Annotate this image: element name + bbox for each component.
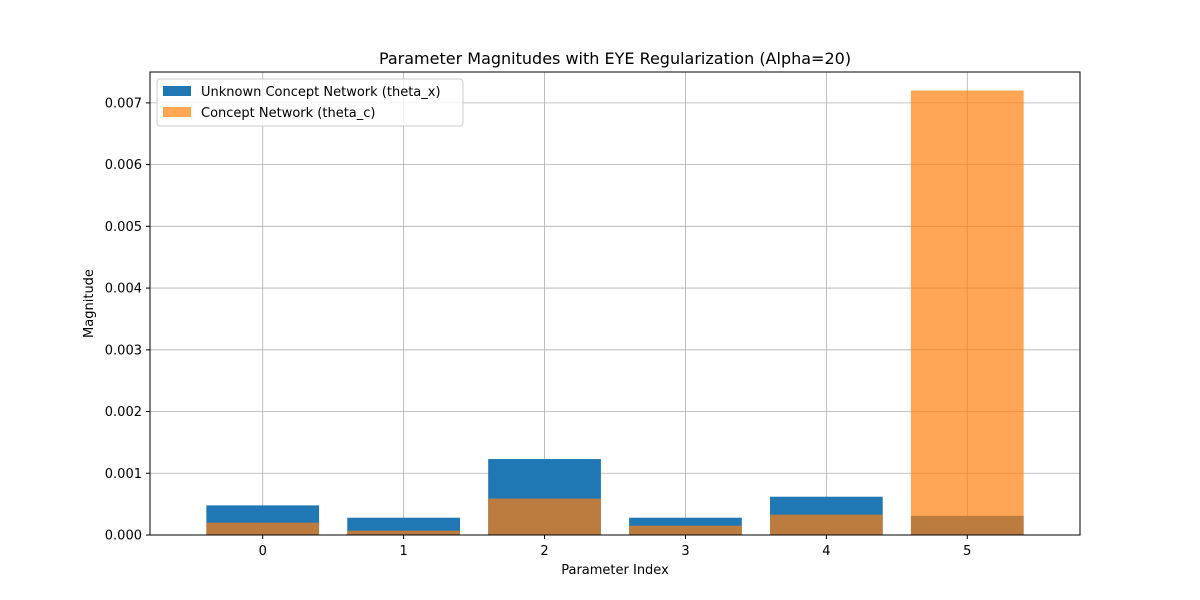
bar-series-1-index-5: [910, 90, 1024, 536]
x-axis-label: Parameter Index: [561, 563, 669, 578]
x-tick-label: 3: [681, 544, 689, 559]
legend-label-0: Unknown Concept Network (theta_x): [201, 85, 441, 100]
y-axis-label: Magnitude: [82, 269, 97, 338]
y-tick-label: 0.000: [105, 529, 142, 544]
x-tick-label: 2: [540, 544, 548, 559]
legend-swatch-0: [163, 86, 191, 96]
x-tick-label: 0: [259, 544, 267, 559]
legend-label-1: Concept Network (theta_c): [201, 106, 376, 121]
legend: Unknown Concept Network (theta_x) Concept…: [156, 78, 464, 127]
bar-series-1-index-4: [770, 514, 883, 535]
bar-series-1-index-2: [488, 498, 601, 535]
y-tick-label: 0.006: [105, 158, 142, 173]
bar-series-1-index-1: [347, 530, 460, 535]
chart-title: Parameter Magnitudes with EYE Regulariza…: [379, 49, 851, 68]
y-tick-label: 0.002: [105, 405, 142, 420]
y-tick-label: 0.007: [105, 96, 142, 111]
bar-series-1-index-3: [629, 525, 742, 535]
x-tick-label: 5: [963, 544, 971, 559]
bars: [206, 90, 1024, 536]
y-tick-label: 0.005: [105, 220, 142, 235]
bar-series-1-index-0: [206, 522, 320, 535]
y-tick-label: 0.001: [105, 467, 142, 482]
legend-frame: [156, 78, 464, 127]
x-tick-label: 4: [822, 544, 830, 559]
x-tick-label: 1: [399, 544, 407, 559]
y-tick-label: 0.004: [105, 282, 142, 297]
axis-ticks: 0 1 2 3 4 5 0.000 0.001 0.002 0.003 0.004 0.005 0.00…: [105, 96, 972, 559]
legend-swatch-1: [163, 107, 191, 117]
plot-frame: [149, 71, 1081, 536]
y-tick-label: 0.003: [105, 343, 142, 358]
